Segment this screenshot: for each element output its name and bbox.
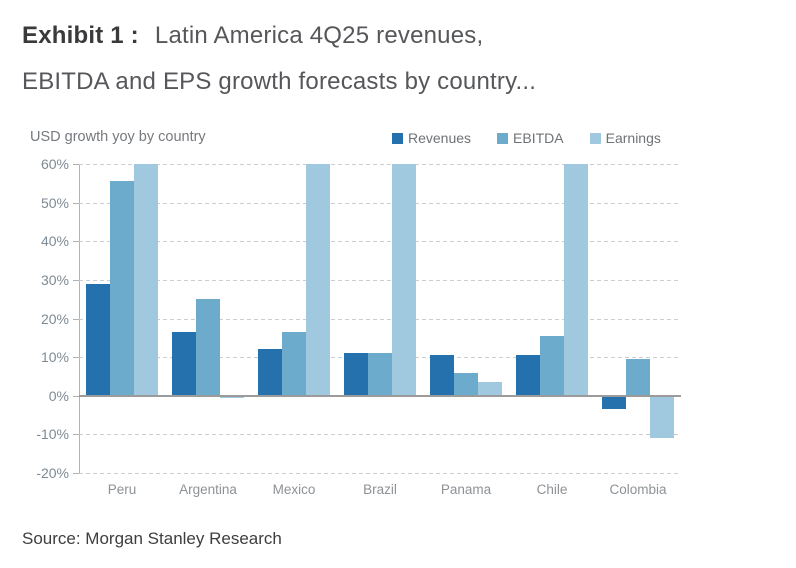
bar-argentina-revenues: [172, 332, 196, 396]
bar-panama-earnings: [478, 382, 502, 396]
bar-chile-ebitda: [540, 335, 564, 396]
legend-item-revenues: Revenues: [392, 130, 471, 146]
bar-peru-earnings: [134, 164, 158, 396]
y-axis-tick: [73, 473, 79, 474]
legend-label-revenues: Revenues: [408, 130, 472, 146]
bar-chart: 60% 50% 40% 30% 20% 10% 0% -10% -20% Peru Argentin…: [36, 156, 681, 497]
x-axis-label-chile: Chile: [536, 482, 568, 497]
bar-peru-revenues: [86, 283, 110, 396]
gridline: [79, 318, 681, 320]
y-axis-tick: [73, 434, 79, 436]
legend: Revenues EBITDA Earnings: [392, 130, 661, 146]
y-axis-label: -10%: [36, 426, 69, 443]
bar-brazil-earnings: [392, 164, 416, 396]
legend-swatch-earnings: [589, 132, 601, 144]
y-axis-label: 50%: [40, 194, 69, 211]
zero-axis-line: [79, 394, 681, 397]
y-axis-tick: [73, 279, 79, 281]
x-axis-label-argentina: Argentina: [179, 482, 237, 497]
bar-colombia-ebitda: [626, 359, 650, 396]
legend-item-ebitda: EBITDA: [497, 130, 564, 146]
x-axis-label-panama: Panama: [440, 482, 492, 497]
y-axis-label: -20%: [36, 465, 69, 481]
title-text-line1: Latin America 4Q25 revenues,: [154, 22, 484, 49]
y-axis-label: 0%: [48, 387, 69, 404]
x-axis-label-peru: Peru: [107, 482, 137, 497]
y-axis-label: 60%: [40, 156, 69, 172]
bar-mexico-revenues: [258, 349, 282, 396]
x-axis-label-mexico: Mexico: [272, 482, 316, 497]
bar-chile-revenues: [516, 355, 540, 396]
bar-colombia-earnings: [650, 395, 674, 439]
y-axis-tick: [73, 395, 79, 397]
exhibit-label: Exhibit 1 :: [22, 22, 139, 49]
y-axis-tick: [73, 164, 79, 165]
exhibit-title: Exhibit 1 : Latin America 4Q25 revenues,: [22, 22, 483, 50]
bar-panama-revenues: [430, 355, 454, 396]
bar-brazil-ebitda: [368, 353, 392, 396]
legend-label-earnings: Earnings: [605, 130, 661, 146]
bar-mexico-ebitda: [282, 332, 306, 396]
x-axis-label-colombia: Colombia: [609, 482, 667, 497]
bar-panama-ebitda: [454, 372, 478, 396]
legend-swatch-revenues: [392, 132, 403, 144]
y-axis-label: 40%: [40, 233, 69, 250]
y-axis-tick: [73, 357, 79, 359]
x-axis-label-brazil: Brazil: [363, 482, 397, 497]
legend-item-earnings: Earnings: [589, 130, 661, 146]
y-axis-label: 10%: [40, 349, 69, 366]
bar-colombia-revenues: [602, 395, 626, 410]
y-axis-tick: [73, 202, 79, 204]
gridline: [79, 473, 681, 474]
exhibit-title-line2: EBITDA and EPS growth forecasts by count…: [22, 68, 537, 95]
source-text: Source: Morgan Stanley Research: [22, 529, 282, 548]
gridline: [79, 279, 681, 281]
y-axis-tick: [73, 241, 79, 243]
y-axis-label: 30%: [40, 271, 69, 288]
legend-swatch-ebitda: [497, 132, 509, 144]
gridline: [79, 202, 681, 204]
y-axis-tick: [73, 318, 79, 320]
bar-brazil-revenues: [344, 353, 368, 396]
bar-mexico-earnings: [306, 164, 330, 396]
legend-label-ebitda: EBITDA: [513, 130, 564, 146]
gridline: [79, 434, 681, 436]
bar-argentina-ebitda: [196, 299, 220, 396]
y-axis-label: 20%: [40, 310, 69, 327]
gridline: [79, 164, 681, 165]
bar-peru-ebitda: [110, 181, 134, 396]
gridline: [79, 241, 681, 243]
bar-chile-earnings: [564, 164, 588, 396]
chart-subtitle: USD growth yoy by country: [30, 129, 206, 145]
